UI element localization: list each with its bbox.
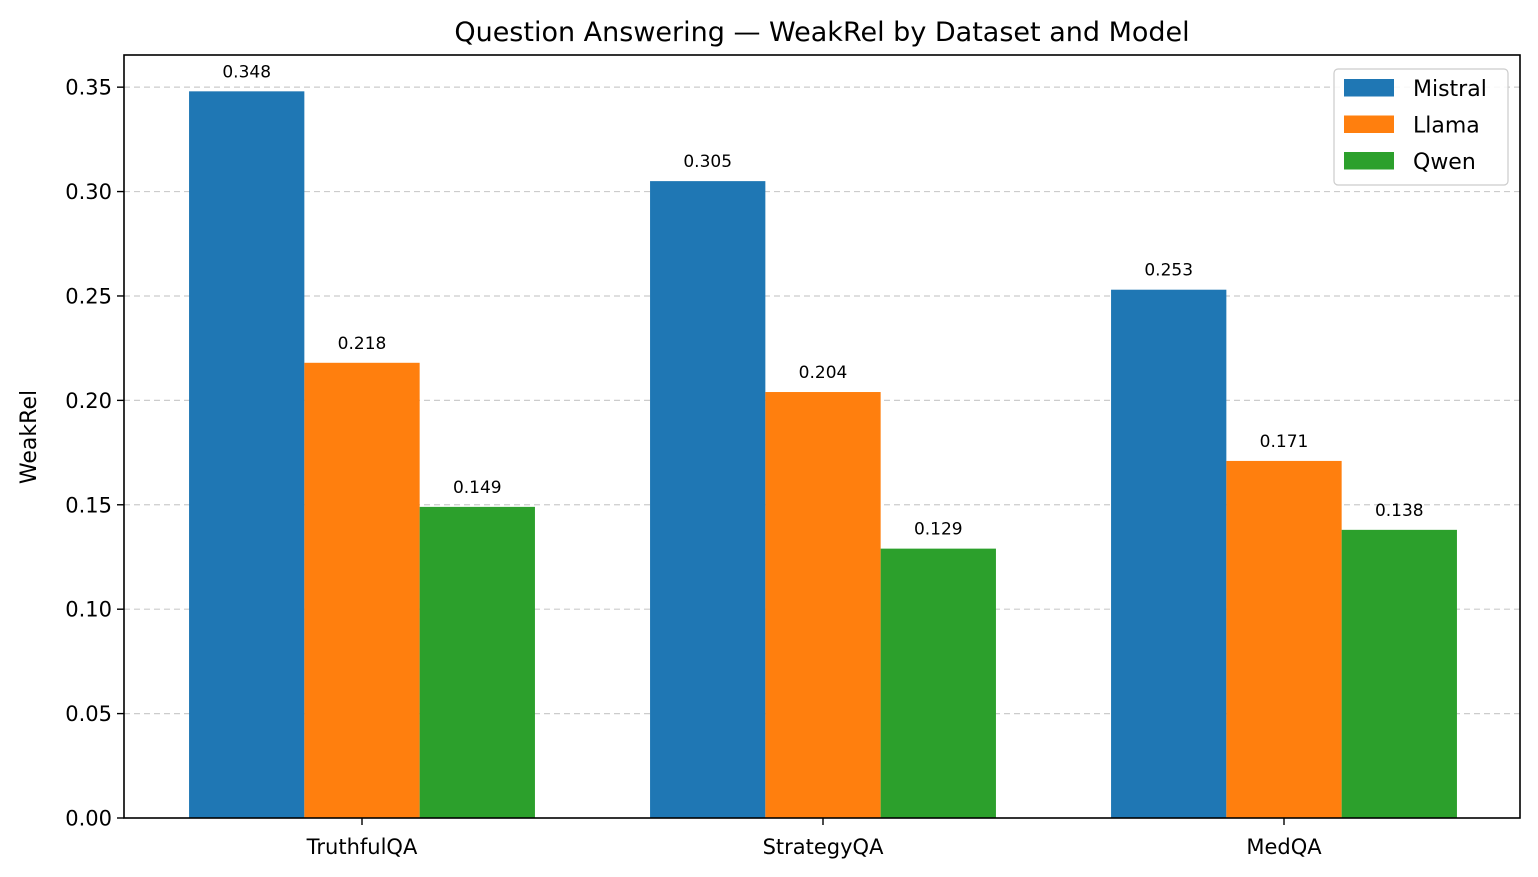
y-tick-label: 0.25 xyxy=(65,284,112,308)
y-tick-label: 0.10 xyxy=(65,598,112,622)
bar-mistral xyxy=(189,91,305,819)
legend-swatch-qwen xyxy=(1344,152,1394,170)
bar-value-label: 0.305 xyxy=(683,152,732,172)
bar-llama xyxy=(1226,460,1342,818)
x-tick-label: TruthfulQA xyxy=(306,835,418,859)
bar-value-label: 0.138 xyxy=(1375,501,1424,521)
y-axis-label: WeakRel xyxy=(17,390,42,484)
bar-value-label: 0.149 xyxy=(453,478,502,498)
legend-label: Llama xyxy=(1413,114,1480,139)
bar-value-label: 0.348 xyxy=(222,62,271,82)
y-tick-label: 0.15 xyxy=(65,493,112,517)
legend: Mistral Llama Qwen xyxy=(1333,68,1509,186)
bar-value-label: 0.218 xyxy=(338,334,387,354)
bar-qwen xyxy=(880,548,996,818)
x-tick-label: StrategyQA xyxy=(763,835,885,859)
y-tick-label: 0.00 xyxy=(65,807,112,831)
legend-swatch-mistral xyxy=(1344,79,1394,97)
bar-value-labels: 0.348 0.218 0.149 0.305 0.204 0.129 0.253 0.171… xyxy=(222,62,1423,539)
bar-qwen xyxy=(419,506,535,818)
x-axis-ticks: TruthfulQA StrategyQA MedQA xyxy=(306,818,1322,859)
bar-qwen xyxy=(1341,529,1457,818)
bar-mistral xyxy=(650,181,766,818)
legend-label: Qwen xyxy=(1413,150,1476,175)
bar-mistral xyxy=(1111,289,1227,819)
legend-label: Mistral xyxy=(1413,77,1487,102)
y-tick-label: 0.35 xyxy=(65,76,112,100)
bar-value-label: 0.204 xyxy=(799,363,848,383)
y-tick-label: 0.30 xyxy=(65,180,112,204)
legend-swatch-llama xyxy=(1344,115,1394,133)
bar-value-label: 0.253 xyxy=(1144,261,1193,281)
y-axis-ticks: 0.00 0.05 0.10 0.15 0.20 0.25 0.30 0.35 xyxy=(65,76,124,831)
bar-value-label: 0.129 xyxy=(914,520,963,540)
bar-llama xyxy=(765,392,881,818)
plot-frame xyxy=(123,54,1521,819)
y-tick-label: 0.05 xyxy=(65,702,112,726)
x-tick-label: MedQA xyxy=(1246,835,1322,859)
bar-value-label: 0.171 xyxy=(1260,432,1309,452)
chart-title: Question Answering — WeakRel by Dataset … xyxy=(454,17,1189,48)
bars xyxy=(189,91,1457,819)
bar-llama xyxy=(304,362,420,818)
y-tick-label: 0.20 xyxy=(65,389,112,413)
